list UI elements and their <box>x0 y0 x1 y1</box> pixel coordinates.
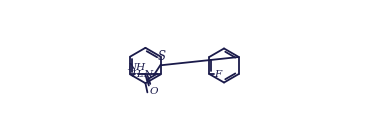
Text: NH: NH <box>127 63 145 72</box>
Text: O: O <box>149 87 158 96</box>
Text: S: S <box>158 50 165 63</box>
Text: F: F <box>215 70 222 78</box>
Text: H₂N: H₂N <box>131 70 153 79</box>
